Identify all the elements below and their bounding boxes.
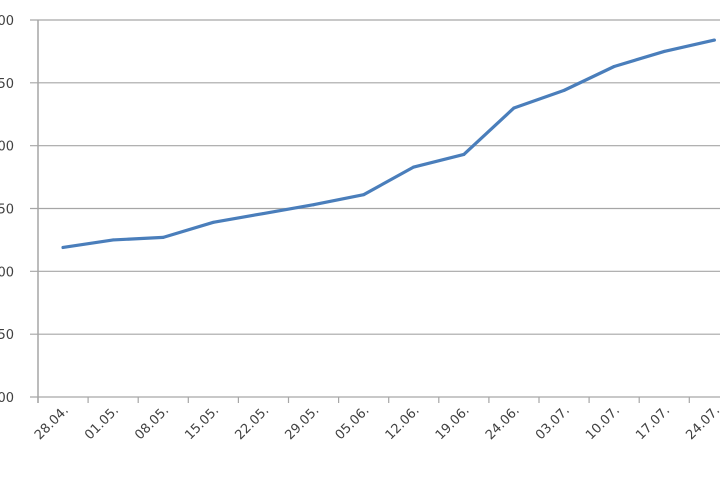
data-point bbox=[612, 64, 616, 68]
x-tick-label: 15.05. bbox=[182, 403, 222, 443]
data-point bbox=[111, 238, 115, 242]
data-point bbox=[462, 152, 466, 156]
x-tick-label: 29.05. bbox=[283, 403, 323, 443]
x-tick-label: 05.06. bbox=[333, 403, 373, 443]
data-point bbox=[662, 49, 666, 53]
x-tick-label: 01.05. bbox=[82, 403, 122, 443]
y-tick-label: 00 bbox=[0, 14, 14, 29]
x-tick-label: 28.04. bbox=[32, 403, 72, 443]
y-tick-label: 50 bbox=[0, 77, 14, 92]
x-tick-label: 08.05. bbox=[132, 403, 172, 443]
x-tick-label: 24.06. bbox=[483, 403, 523, 443]
data-point bbox=[712, 38, 716, 42]
data-point bbox=[261, 212, 265, 216]
x-tick-label: 19.06. bbox=[433, 403, 473, 443]
x-tick-label: 10.07. bbox=[583, 403, 623, 443]
x-tick-label: 24.07. bbox=[683, 403, 720, 443]
data-point bbox=[512, 106, 516, 110]
data-point bbox=[412, 165, 416, 169]
series-line bbox=[61, 38, 716, 250]
data-point bbox=[562, 88, 566, 92]
data-point bbox=[211, 220, 215, 224]
x-tick-label: 17.07. bbox=[633, 403, 673, 443]
data-point bbox=[161, 235, 165, 239]
data-point bbox=[312, 203, 316, 207]
y-tick-label: 50 bbox=[0, 328, 14, 343]
y-tick-label: 00 bbox=[0, 265, 14, 280]
y-tick-label: 00 bbox=[0, 140, 14, 155]
x-tick-label: 12.06. bbox=[383, 403, 423, 443]
x-tick-label: 03.07. bbox=[533, 403, 573, 443]
y-tick-label: 50 bbox=[0, 203, 14, 218]
data-point bbox=[61, 245, 65, 249]
x-tick-label: 22.05. bbox=[232, 403, 272, 443]
data-point bbox=[362, 193, 366, 197]
y-tick-label: 00 bbox=[0, 391, 14, 406]
